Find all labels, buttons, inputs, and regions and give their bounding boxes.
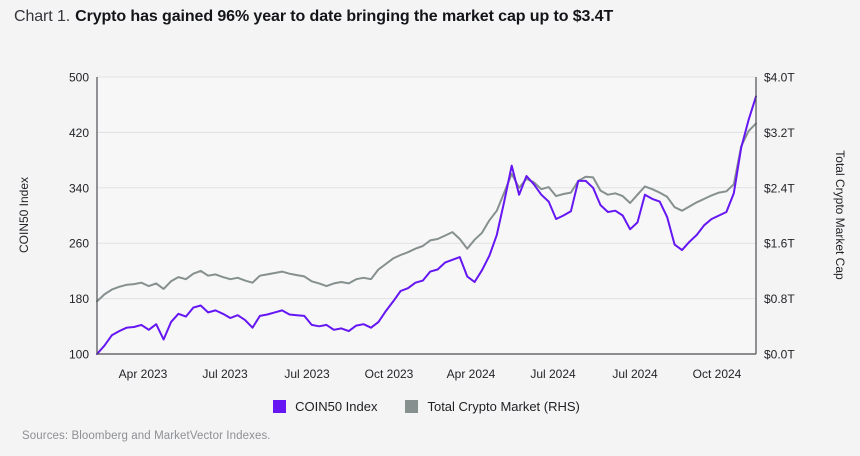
x-axis-tick-label: Jul 2023 <box>284 367 330 381</box>
x-axis-tick-label: Jul 2024 <box>530 367 576 381</box>
left-axis-tick-label: 260 <box>69 237 89 251</box>
right-axis-tick-label: $3.2T <box>764 126 795 140</box>
legend-label-market-cap: Total Crypto Market (RHS) <box>427 399 580 414</box>
left-axis-tick-label: 340 <box>69 181 89 195</box>
x-axis-tick-label: Oct 2024 <box>693 367 742 381</box>
right-axis-tick-label: $4.0T <box>764 71 795 85</box>
right-axis-tick-label: $0.0T <box>764 348 795 362</box>
legend-label-coin50: COIN50 Index <box>295 399 378 414</box>
x-axis-tick-label: Apr 2024 <box>447 367 496 381</box>
left-axis-tick-labels: 100 180 260 340 420 500 <box>69 71 89 362</box>
left-axis-tick-label: 180 <box>69 292 89 306</box>
x-axis-tick-label: Jul 2024 <box>612 367 658 381</box>
chart-title: Chart 1. Crypto has gained 96% year to da… <box>14 8 613 26</box>
market-cap-swatch-icon <box>405 400 419 413</box>
right-axis-tick-label: $2.4T <box>764 181 795 195</box>
right-axis-title: Total Crypto Market Cap <box>833 150 847 280</box>
series-lines <box>96 95 757 355</box>
left-axis-tick-label: 500 <box>69 71 89 85</box>
legend-item-coin50: COIN50 Index <box>273 399 377 414</box>
plot-area <box>97 77 756 354</box>
coin50-index-line <box>96 95 757 355</box>
left-axis-tick-label: 100 <box>69 348 89 362</box>
chart-legend: COIN50 Index Total Crypto Market (RHS) <box>97 399 756 414</box>
right-axis-tick-labels: $0.0T $0.8T $1.6T $2.4T $3.2T $4.0T <box>764 71 795 362</box>
chart-number-label: Chart 1. <box>14 8 71 25</box>
left-axis-tick-label: 420 <box>69 126 89 140</box>
axes <box>96 77 757 355</box>
right-axis-tick-label: $1.6T <box>764 237 795 251</box>
x-axis-tick-label: Oct 2023 <box>365 367 414 381</box>
x-axis-tick-label: Jul 2023 <box>202 367 248 381</box>
legend-item-market-cap: Total Crypto Market (RHS) <box>405 399 580 414</box>
right-axis-tick-label: $0.8T <box>764 292 795 306</box>
coin50-swatch-icon <box>273 400 287 413</box>
chart-title-text: Crypto has gained 96% year to date bring… <box>75 8 614 25</box>
total-market-cap-line <box>96 122 757 303</box>
left-axis-title: COIN50 Index <box>17 177 31 253</box>
x-axis-tick-label: Apr 2023 <box>119 367 168 381</box>
x-axis-tick-labels: Apr 2023 Jul 2023 Jul 2023 Oct 2023 Apr 2024… <box>119 367 742 381</box>
sources-note: Sources: Bloomberg and MarketVector Inde… <box>22 430 271 442</box>
